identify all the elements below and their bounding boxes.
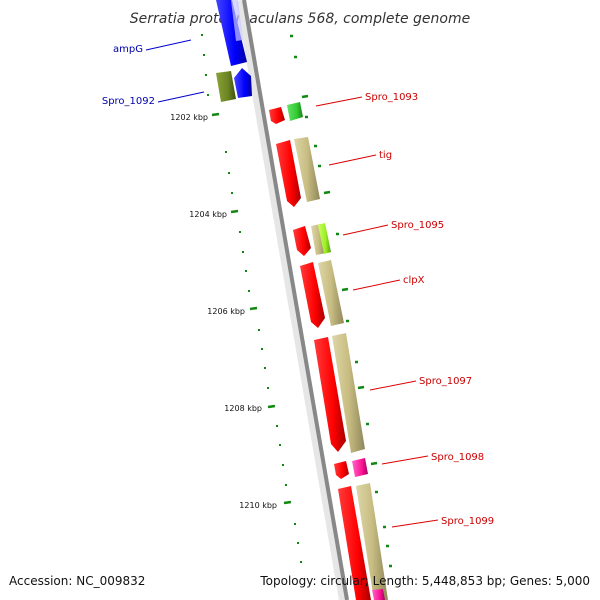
gene-clpx[interactable] xyxy=(318,260,344,326)
gene-spro-1099-red[interactable] xyxy=(338,486,371,600)
gene-spro-1095[interactable] xyxy=(318,223,331,254)
gene-ampG[interactable] xyxy=(216,0,247,66)
kbp-label: 1204 kbp xyxy=(189,210,227,219)
gene-tig[interactable] xyxy=(294,137,320,202)
gene-highlight-top xyxy=(231,0,243,41)
kbp-label: 1206 kbp xyxy=(207,307,245,316)
map-title: Serratia proteamaculans 568, complete ge… xyxy=(130,11,470,27)
kbp-label: 1202 kbp xyxy=(170,113,208,122)
gene-label-spro-1099[interactable]: Spro_1099 xyxy=(441,516,494,527)
left-tick-track xyxy=(201,34,302,563)
gene-label-ampg[interactable]: ampG xyxy=(113,44,143,55)
gene-label-spro-1098[interactable]: Spro_1098 xyxy=(431,452,484,463)
kbp-labels: 1202 kbp 1204 kbp 1206 kbp 1208 kbp 1210… xyxy=(170,113,277,510)
gene-blue-small[interactable] xyxy=(234,68,252,98)
kbp-major-ticks xyxy=(211,112,292,505)
gene-spro-1093-partner[interactable] xyxy=(287,102,303,121)
gene-label-spro-1095[interactable]: Spro_1095 xyxy=(391,220,444,231)
gene-spro-1092-feature[interactable] xyxy=(216,71,236,102)
genome-summary-text: Topology: circular; Length: 5,448,853 bp… xyxy=(260,574,590,588)
gene-label-tig[interactable]: tig xyxy=(379,150,392,161)
kbp-label: 1208 kbp xyxy=(224,404,262,413)
gene-spro-1093[interactable] xyxy=(269,107,285,124)
kbp-label: 1210 kbp xyxy=(239,501,277,510)
right-label-leaders xyxy=(315,96,439,528)
gene-spro-1098[interactable] xyxy=(352,458,368,477)
gene-label-spro-1097[interactable]: Spro_1097 xyxy=(419,376,472,387)
left-label-leaders xyxy=(145,39,205,103)
right-tick-track xyxy=(290,34,392,568)
genome-backbone xyxy=(236,0,349,600)
accession-text: Accession: NC_009832 xyxy=(9,574,146,588)
gene-label-spro-1092[interactable]: Spro_1092 xyxy=(102,96,155,107)
gene-spro-1098-red[interactable] xyxy=(334,461,349,479)
gene-tig-red[interactable] xyxy=(276,140,301,207)
gene-clpx-red[interactable] xyxy=(300,262,325,328)
gene-spro-1095-red[interactable] xyxy=(293,226,311,256)
gene-label-spro-1093[interactable]: Spro_1093 xyxy=(365,92,418,103)
gene-spro-1099[interactable] xyxy=(356,483,388,600)
gene-pink-bottom[interactable] xyxy=(372,589,385,600)
gene-label-clpx[interactable]: clpX xyxy=(403,275,425,286)
gene-spro-1097[interactable] xyxy=(332,333,365,453)
gene-spro-1097-red[interactable] xyxy=(314,337,346,452)
